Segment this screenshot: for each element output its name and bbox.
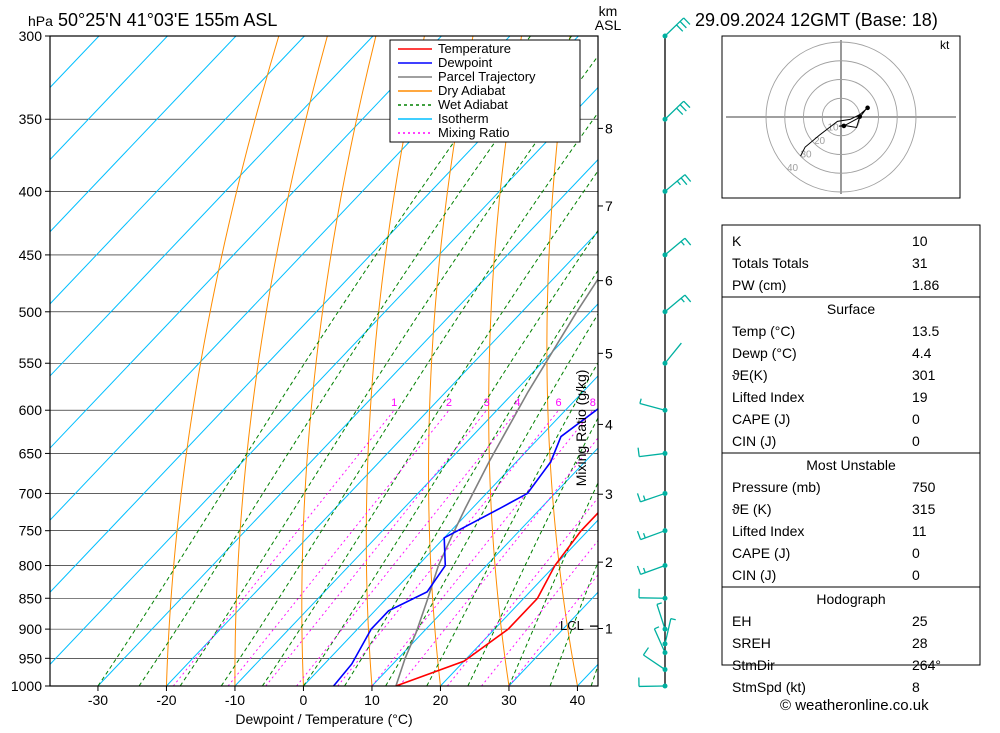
x-tick-label: -30: [88, 692, 108, 708]
index-value: 301: [912, 367, 936, 383]
index-label: ϑE (K): [732, 501, 772, 517]
x-tick-label: -20: [156, 692, 176, 708]
index-value: 1.86: [912, 277, 939, 293]
skewt-figure: 12346810152025-30-20-10010203040Dewpoint…: [0, 0, 1000, 733]
index-value: 13.5: [912, 323, 939, 339]
svg-text:40: 40: [787, 163, 799, 174]
p-tick-label: 500: [19, 304, 43, 320]
x-axis-label: Dewpoint / Temperature (°C): [235, 711, 412, 727]
copyright-label: © weatheronline.co.uk: [780, 697, 929, 714]
title-date: 29.09.2024 12GMT (Base: 18): [695, 10, 938, 30]
p-tick-label: 300: [19, 28, 43, 44]
indices-group-title: Hodograph: [816, 591, 885, 607]
indices-group-title: Most Unstable: [806, 457, 896, 473]
x-tick-label: -10: [225, 692, 245, 708]
km-tick-label: 7: [605, 198, 613, 214]
index-label: StmSpd (kt): [732, 679, 806, 695]
p-tick-label: 350: [19, 111, 43, 127]
index-label: Pressure (mb): [732, 479, 821, 495]
title-location: 50°25'N 41°03'E 155m ASL: [58, 10, 277, 30]
indices-group-title: Surface: [827, 301, 875, 317]
svg-text:15: 15: [662, 397, 674, 409]
index-value: 0: [912, 411, 920, 427]
index-label: Temp (°C): [732, 323, 795, 339]
p-tick-label: 1000: [11, 678, 42, 694]
svg-text:20: 20: [696, 397, 708, 409]
index-label: SREH: [732, 635, 771, 651]
svg-text:30: 30: [801, 150, 813, 161]
legend-label: Dewpoint: [438, 55, 493, 70]
x-tick-label: 30: [501, 692, 517, 708]
svg-text:3: 3: [484, 397, 490, 409]
x-tick-label: 10: [364, 692, 380, 708]
index-label: EH: [732, 613, 751, 629]
index-value: 8: [912, 679, 920, 695]
index-value: 0: [912, 433, 920, 449]
index-label: CAPE (J): [732, 411, 790, 427]
p-tick-label: 950: [19, 650, 43, 666]
km-tick-label: 4: [605, 416, 613, 432]
index-value: 264°: [912, 657, 941, 673]
km-tick-label: 6: [605, 273, 613, 289]
km-tick-label: 3: [605, 486, 613, 502]
svg-text:2: 2: [446, 397, 452, 409]
legend-label: Temperature: [438, 41, 511, 56]
index-value: 28: [912, 635, 928, 651]
km-tick-label: 1: [605, 621, 613, 637]
p-tick-label: 550: [19, 355, 43, 371]
lcl-label: LCL: [560, 618, 584, 633]
index-value: 25: [912, 613, 928, 629]
p-tick-label: 700: [19, 485, 43, 501]
hpa-label: hPa: [28, 13, 53, 29]
x-tick-label: 40: [570, 692, 586, 708]
index-label: CIN (J): [732, 567, 776, 583]
p-tick-label: 850: [19, 590, 43, 606]
p-tick-label: 900: [19, 621, 43, 637]
index-value: 10: [912, 233, 928, 249]
index-label: StmDir: [732, 657, 775, 673]
svg-text:10: 10: [614, 397, 626, 409]
index-label: CIN (J): [732, 433, 776, 449]
index-value: 11: [912, 523, 927, 539]
hodograph-kt-label: kt: [940, 38, 950, 52]
index-label: K: [732, 233, 742, 249]
index-label: PW (cm): [732, 277, 786, 293]
legend-label: Parcel Trajectory: [438, 69, 536, 84]
svg-text:1: 1: [391, 397, 397, 409]
km-tick-label: 2: [605, 554, 613, 570]
p-tick-label: 750: [19, 523, 43, 539]
index-value: 4.4: [912, 345, 932, 361]
p-tick-label: 450: [19, 247, 43, 263]
p-tick-label: 400: [19, 183, 43, 199]
p-tick-label: 800: [19, 558, 43, 574]
index-label: Dewp (°C): [732, 345, 797, 361]
index-value: 315: [912, 501, 936, 517]
index-value: 0: [912, 567, 920, 583]
index-label: Lifted Index: [732, 523, 804, 539]
index-label: CAPE (J): [732, 545, 790, 561]
svg-text:6: 6: [556, 397, 562, 409]
index-label: Totals Totals: [732, 255, 809, 271]
x-tick-label: 20: [433, 692, 449, 708]
mixing-ratio-label: Mixing Ratio (g/kg): [573, 370, 589, 487]
index-value: 750: [912, 479, 936, 495]
index-value: 0: [912, 545, 920, 561]
legend-label: Isotherm: [438, 111, 489, 126]
legend-label: Dry Adiabat: [438, 83, 506, 98]
km-tick-label: 5: [605, 345, 613, 361]
index-label: Lifted Index: [732, 389, 804, 405]
p-tick-label: 600: [19, 402, 43, 418]
index-label: ϑE(K): [732, 367, 768, 383]
legend-label: Mixing Ratio: [438, 125, 510, 140]
legend-label: Wet Adiabat: [438, 97, 508, 112]
asl-label: ASL: [595, 17, 622, 33]
indices-box: K 10 Totals Totals 31 PW (cm) 1.86 Surface Temp…: [722, 225, 980, 695]
km-tick-label: 8: [605, 120, 613, 136]
index-value: 31: [912, 255, 928, 271]
svg-text:8: 8: [590, 397, 596, 409]
x-tick-label: 0: [300, 692, 308, 708]
p-tick-label: 650: [19, 445, 43, 461]
index-value: 19: [912, 389, 928, 405]
